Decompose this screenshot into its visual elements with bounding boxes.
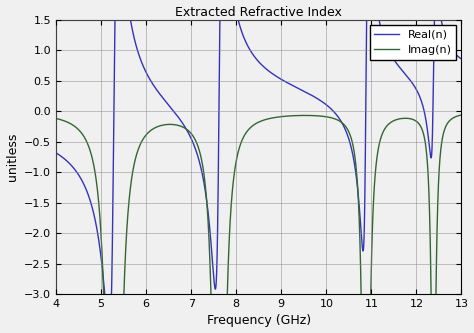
Imag(n) <box>73 126 79 130</box>
Real(n) <box>73 170 79 174</box>
Real(n) <box>53 151 59 155</box>
Real(n) <box>200 175 206 179</box>
Imag(n) <box>200 165 206 169</box>
Line: Real(n): Real(n) <box>56 0 462 333</box>
Real(n) <box>459 57 465 61</box>
Title: Extracted Refractive Index: Extracted Refractive Index <box>175 6 342 19</box>
Line: Imag(n): Imag(n) <box>56 115 462 333</box>
Real(n) <box>375 14 381 18</box>
Imag(n) <box>53 117 59 121</box>
Y-axis label: unitless: unitless <box>6 133 18 181</box>
Real(n) <box>311 95 317 99</box>
Imag(n) <box>311 114 317 118</box>
Imag(n) <box>354 171 359 175</box>
Real(n) <box>354 178 360 182</box>
Imag(n) <box>293 114 299 118</box>
X-axis label: Frequency (GHz): Frequency (GHz) <box>207 314 311 327</box>
Imag(n) <box>375 147 381 151</box>
Imag(n) <box>459 113 465 117</box>
Legend: Real(n), Imag(n): Real(n), Imag(n) <box>370 25 456 60</box>
Real(n) <box>293 85 299 89</box>
